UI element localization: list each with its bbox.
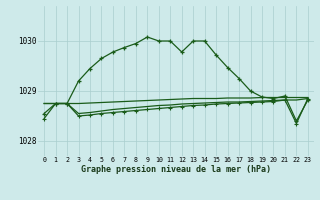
- X-axis label: Graphe pression niveau de la mer (hPa): Graphe pression niveau de la mer (hPa): [81, 165, 271, 174]
